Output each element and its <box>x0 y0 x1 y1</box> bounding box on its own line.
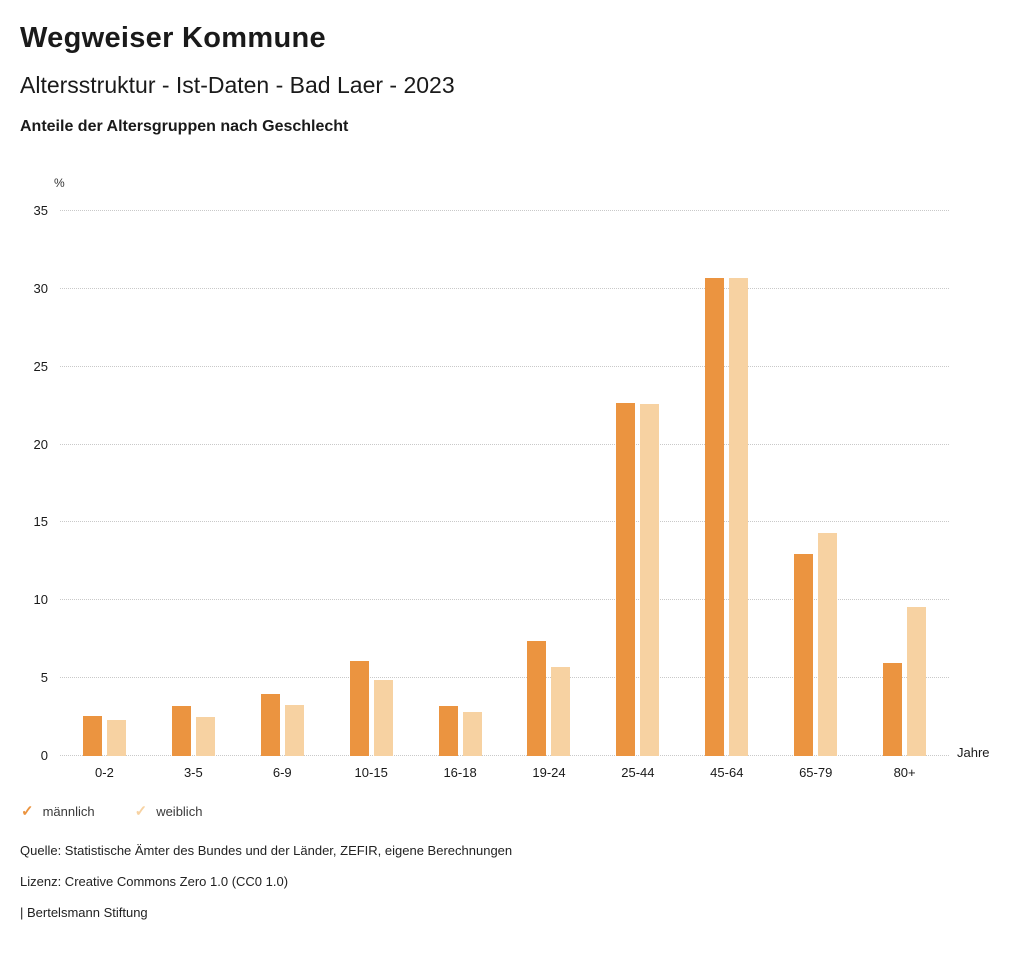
y-axis-unit-label: % <box>54 176 65 190</box>
bar-weiblich-0-2[interactable] <box>106 720 126 756</box>
bar-männlich-3-5[interactable] <box>171 706 191 756</box>
x-tick-label-10-15: 10-15 <box>354 765 388 780</box>
x-tick-label-3-5: 3-5 <box>183 765 203 780</box>
bar-weiblich-10-15[interactable] <box>373 679 393 756</box>
gridline-10 <box>60 599 949 601</box>
y-tick-label-5: 5 <box>40 670 48 686</box>
x-tick-label-45-64: 45-64 <box>710 765 744 780</box>
gridline-20 <box>60 443 949 445</box>
x-tick-label-0-2: 0-2 <box>95 765 114 780</box>
check-icon: ✓ <box>21 803 34 820</box>
gridline-35 <box>60 210 949 211</box>
y-tick-label-30: 30 <box>33 280 48 296</box>
bar-männlich-25-44[interactable] <box>616 402 636 756</box>
bar-group-3-5 <box>149 211 238 756</box>
x-tick-label-80+: 80+ <box>893 765 916 780</box>
chart-heading: Anteile der Altersgruppen nach Geschlech… <box>20 118 349 135</box>
page-title: Wegweiser Kommune <box>20 22 326 54</box>
legend-item-weiblich[interactable]: ✓ weiblich <box>135 804 203 819</box>
y-tick-label-25: 25 <box>33 358 48 374</box>
gridline-15 <box>60 521 949 523</box>
x-tick-label-25-44: 25-44 <box>621 765 655 780</box>
bar-männlich-0-2[interactable] <box>82 715 102 756</box>
bar-group-25-44 <box>593 211 682 756</box>
bar-männlich-65-79[interactable] <box>794 553 814 756</box>
source-text: Quelle: Statistische Ämter des Bundes un… <box>20 843 513 858</box>
x-tick-label-6-9: 6-9 <box>272 765 292 780</box>
y-tick-label-15: 15 <box>33 514 48 530</box>
x-tick-label-16-18: 16-18 <box>443 765 477 780</box>
bar-weiblich-80+[interactable] <box>907 606 927 756</box>
bar-männlich-16-18[interactable] <box>438 706 458 756</box>
bar-group-16-18 <box>416 211 505 756</box>
bar-weiblich-19-24[interactable] <box>551 667 571 756</box>
bar-group-6-9 <box>238 211 327 756</box>
x-tick-label-65-79: 65-79 <box>799 765 833 780</box>
brand-text: | Bertelsmann Stiftung <box>20 905 148 920</box>
gridline-30 <box>60 287 949 289</box>
legend-label-weiblich: weiblich <box>156 804 203 819</box>
license-text: Lizenz: Creative Commons Zero 1.0 (CC0 1… <box>20 874 289 889</box>
y-tick-label-10: 10 <box>33 592 48 608</box>
bar-weiblich-3-5[interactable] <box>195 717 215 756</box>
bar-weiblich-45-64[interactable] <box>729 277 749 756</box>
bar-group-65-79 <box>771 211 860 756</box>
bar-weiblich-65-79[interactable] <box>818 533 838 756</box>
x-axis-labels: 0-2 3-5 6-9 10-15 16-18 19-24 25-44 45-64 65-79 8… <box>60 756 949 780</box>
y-tick-label-20: 20 <box>33 436 48 452</box>
x-axis: 0-2 3-5 6-9 10-15 16-18 19-24 25-44 45-64 65-79 8… <box>20 756 1004 780</box>
bar-männlich-6-9[interactable] <box>260 693 280 756</box>
bar-männlich-19-24[interactable] <box>527 640 547 756</box>
plot-area <box>60 210 949 756</box>
bar-group-0-2 <box>60 211 149 756</box>
bar-weiblich-6-9[interactable] <box>284 704 304 756</box>
page-subtitle: Altersstruktur - Ist-Daten - Bad Laer - … <box>20 72 455 98</box>
legend: ✓ männlich ✓ weiblich <box>21 804 1004 819</box>
x-tick-label-19-24: 19-24 <box>532 765 566 780</box>
bar-group-19-24 <box>505 211 594 756</box>
y-tick-label-35: 35 <box>33 203 48 218</box>
bar-männlich-80+[interactable] <box>883 662 903 756</box>
bar-weiblich-16-18[interactable] <box>462 712 482 756</box>
gridline-5 <box>60 677 949 679</box>
gridline-25 <box>60 365 949 367</box>
legend-item-maennlich[interactable]: ✓ männlich <box>21 804 95 819</box>
bar-group-80+ <box>860 211 949 756</box>
bar-group-10-15 <box>327 211 416 756</box>
footer: Quelle: Statistische Ämter des Bundes un… <box>20 844 1004 919</box>
plot-row: 0 5 10 15 20 25 30 35 Jahre <box>20 204 1004 763</box>
x-axis-unit-label: Jahre <box>957 745 990 760</box>
y-axis: 0 5 10 15 20 25 30 35 <box>20 204 60 763</box>
gridline-0 <box>60 755 949 756</box>
bar-männlich-45-64[interactable] <box>705 277 725 756</box>
bar-männlich-10-15[interactable] <box>349 661 369 756</box>
bar-groups <box>60 211 949 756</box>
bar-chart: % 0 5 10 15 20 25 30 35 Jahre 0-2 3-5 6-9 10-15 16-… <box>20 176 1004 780</box>
bar-group-45-64 <box>682 211 771 756</box>
x-axis-unit: Jahre <box>949 211 1004 760</box>
bar-weiblich-25-44[interactable] <box>640 404 660 756</box>
legend-label-maennlich: männlich <box>42 804 95 819</box>
check-icon: ✓ <box>134 803 148 820</box>
y-tick-label-0: 0 <box>40 748 48 763</box>
